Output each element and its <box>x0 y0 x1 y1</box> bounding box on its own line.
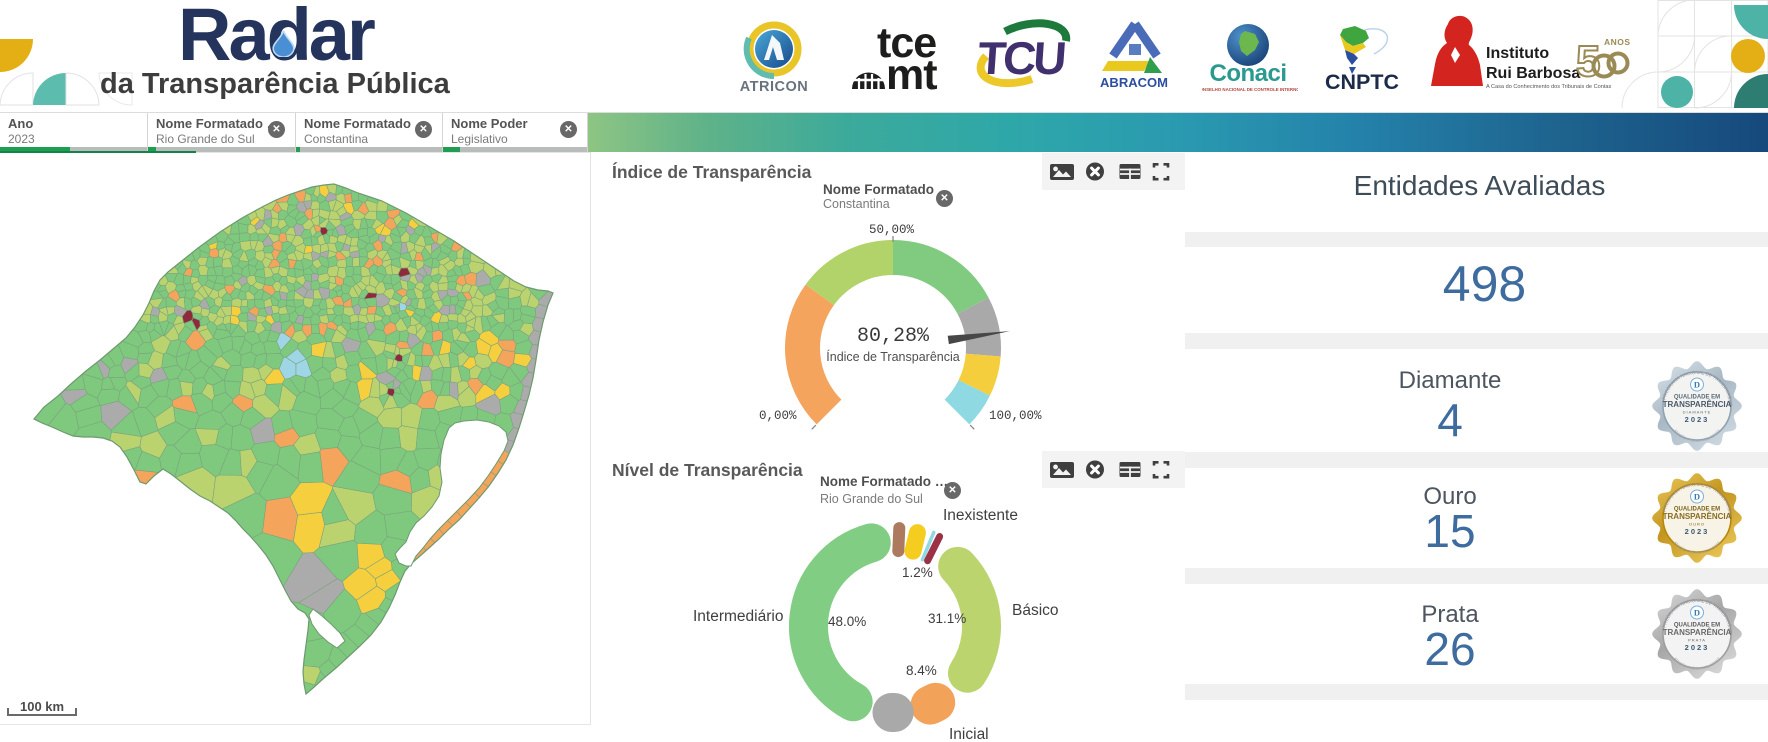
svg-text:2023: 2023 <box>1685 415 1710 424</box>
svg-text:ANOS: ANOS <box>1604 37 1631 47</box>
svg-text:D: D <box>1694 492 1700 502</box>
svg-text:A Casa do Conhecimento dos Tri: A Casa do Conhecimento dos Tribunais de … <box>1486 84 1612 90</box>
svg-text:D: D <box>1694 380 1700 390</box>
svg-text:Instituto: Instituto <box>1486 45 1549 62</box>
svg-text:QUALIDADE EM: QUALIDADE EM <box>1674 507 1720 513</box>
svg-text:OURO: OURO <box>1689 522 1705 527</box>
svg-text:Conaci: Conaci <box>1209 60 1286 87</box>
svg-text:DIAMANTE: DIAMANTE <box>1683 410 1712 415</box>
svg-text:QUALIDADE EM: QUALIDADE EM <box>1674 623 1720 629</box>
svg-text:2023: 2023 <box>1685 527 1710 536</box>
svg-text:mt: mt <box>886 51 937 94</box>
svg-text:TRANSPARÊNCIA: TRANSPARÊNCIA <box>1663 400 1732 409</box>
svg-text:2023: 2023 <box>1685 643 1710 652</box>
svg-text:ATRICON: ATRICON <box>740 79 808 95</box>
svg-text:tce: tce <box>877 19 936 67</box>
svg-text:TRANSPARÊNCIA: TRANSPARÊNCIA <box>1663 628 1732 637</box>
svg-text:TCU: TCU <box>976 32 1066 84</box>
svg-text:ABRACOM: ABRACOM <box>1100 75 1168 90</box>
svg-text:CONSELHO NACIONAL DE CONTROLE: CONSELHO NACIONAL DE CONTROLE INTERNO <box>1202 87 1298 92</box>
svg-text:QUALIDADE EM: QUALIDADE EM <box>1674 395 1720 401</box>
svg-text:TRANSPARÊNCIA: TRANSPARÊNCIA <box>1663 512 1732 521</box>
svg-text:CNPTC: CNPTC <box>1325 70 1399 92</box>
svg-text:Rui Barbosa: Rui Barbosa <box>1486 65 1580 82</box>
svg-text:D: D <box>1694 608 1700 618</box>
svg-text:PRATA: PRATA <box>1688 638 1706 643</box>
svg-text:5: 5 <box>1576 37 1600 86</box>
